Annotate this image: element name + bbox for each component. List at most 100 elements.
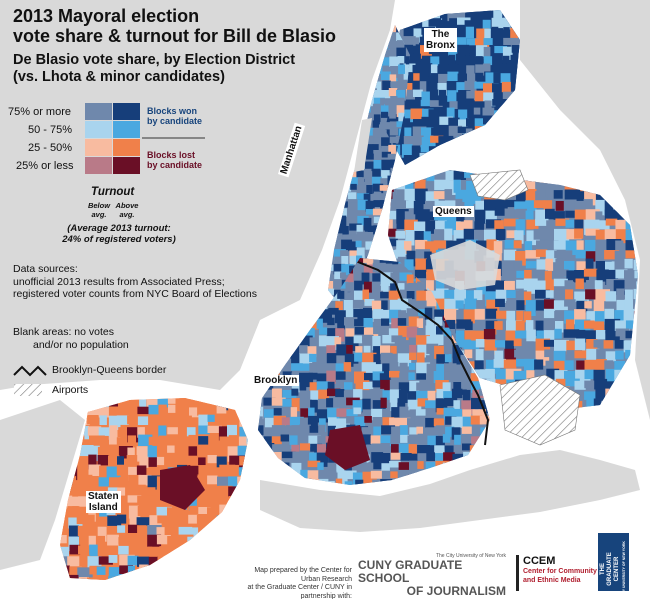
district-block bbox=[219, 464, 236, 474]
district-block bbox=[416, 352, 425, 366]
district-block bbox=[379, 122, 392, 130]
district-block bbox=[97, 446, 111, 457]
district-block bbox=[363, 307, 372, 319]
district-block bbox=[564, 360, 574, 370]
district-block bbox=[343, 362, 352, 372]
district-block bbox=[476, 56, 483, 63]
district-block bbox=[457, 64, 468, 74]
district-block bbox=[128, 405, 140, 415]
district-block bbox=[97, 526, 107, 542]
district-block bbox=[370, 435, 384, 444]
district-block bbox=[372, 371, 384, 385]
district-block bbox=[514, 349, 527, 358]
district-block bbox=[438, 73, 449, 87]
won-label: Blocks won by candidate bbox=[147, 106, 202, 126]
district-block bbox=[326, 398, 334, 408]
district-block bbox=[525, 189, 537, 201]
district-block bbox=[456, 82, 471, 93]
district-block bbox=[291, 354, 303, 364]
district-block bbox=[340, 287, 349, 300]
district-block bbox=[371, 452, 384, 466]
district-block bbox=[390, 66, 403, 78]
district-block bbox=[495, 298, 505, 307]
district-block bbox=[545, 279, 554, 291]
district-block bbox=[371, 300, 385, 311]
district-block bbox=[388, 228, 397, 237]
district-block bbox=[388, 144, 396, 155]
district-block bbox=[398, 326, 409, 341]
district-block bbox=[109, 477, 120, 494]
district-block bbox=[353, 407, 361, 415]
district-block bbox=[408, 372, 415, 380]
district-block bbox=[388, 104, 397, 115]
district-block bbox=[408, 299, 415, 307]
district-block bbox=[318, 389, 330, 401]
legend-row-50: 50 - 75% bbox=[28, 124, 73, 136]
brooklyn-label: Brooklyn bbox=[252, 375, 300, 386]
district-block bbox=[553, 190, 563, 199]
district-block bbox=[533, 200, 545, 208]
district-block bbox=[553, 360, 566, 372]
district-block bbox=[466, 180, 478, 194]
district-block bbox=[157, 398, 169, 408]
district-block bbox=[219, 416, 228, 428]
district-block bbox=[448, 54, 456, 67]
district-block bbox=[382, 390, 392, 400]
district-block bbox=[615, 328, 630, 337]
district-block bbox=[464, 330, 476, 343]
district-block bbox=[396, 32, 405, 45]
district-block bbox=[553, 278, 568, 287]
swatch-0-below bbox=[85, 157, 112, 174]
district-block bbox=[128, 524, 139, 533]
district-block bbox=[117, 487, 126, 499]
district-block bbox=[188, 496, 197, 511]
district-block bbox=[167, 398, 176, 404]
district-block bbox=[429, 89, 439, 102]
district-block bbox=[515, 320, 525, 331]
district-block bbox=[119, 565, 133, 574]
district-block bbox=[319, 327, 328, 335]
district-block bbox=[76, 506, 93, 517]
district-block bbox=[307, 460, 321, 468]
district-block bbox=[412, 80, 424, 91]
district-block bbox=[501, 81, 511, 94]
district-block bbox=[350, 177, 363, 187]
district-block bbox=[350, 169, 362, 181]
district-block bbox=[483, 329, 496, 340]
district-block bbox=[364, 416, 372, 423]
district-block bbox=[442, 434, 451, 443]
district-block bbox=[523, 178, 537, 190]
district-block bbox=[491, 26, 499, 35]
district-block bbox=[291, 425, 302, 438]
district-block bbox=[502, 46, 513, 60]
district-block bbox=[414, 188, 428, 205]
district-block bbox=[633, 288, 638, 300]
district-block bbox=[492, 99, 507, 106]
district-block bbox=[463, 228, 476, 241]
district-block bbox=[157, 515, 169, 524]
district-block bbox=[308, 407, 315, 418]
district-block bbox=[465, 55, 475, 65]
district-block bbox=[485, 308, 498, 319]
district-block bbox=[576, 240, 584, 257]
district-block bbox=[390, 272, 398, 281]
district-block bbox=[354, 319, 365, 327]
district-block bbox=[316, 409, 329, 423]
district-block bbox=[342, 234, 353, 242]
district-block bbox=[340, 208, 347, 217]
district-block bbox=[535, 320, 544, 336]
district-block bbox=[413, 89, 423, 97]
subtitle-line-1: De Blasio vote share, by Election Distri… bbox=[13, 52, 296, 68]
district-block bbox=[382, 363, 393, 375]
district-block bbox=[412, 64, 421, 78]
district-block bbox=[417, 328, 424, 338]
district-block bbox=[350, 210, 358, 220]
district-block bbox=[98, 556, 113, 565]
district-block bbox=[179, 515, 193, 525]
district-block bbox=[483, 117, 493, 125]
swatch-75-below bbox=[85, 103, 112, 120]
district-block bbox=[109, 437, 121, 445]
district-block bbox=[291, 444, 300, 454]
district-block bbox=[337, 470, 348, 485]
district-block bbox=[564, 280, 573, 294]
